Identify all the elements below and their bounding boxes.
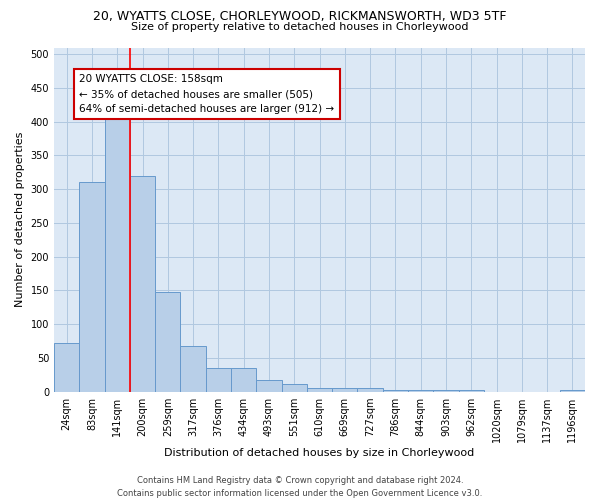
Bar — [79, 182, 104, 392]
Bar — [130, 176, 155, 392]
Bar — [54, 343, 79, 392]
Bar — [281, 384, 307, 392]
Bar — [181, 346, 206, 392]
Text: 20, WYATTS CLOSE, CHORLEYWOOD, RICKMANSWORTH, WD3 5TF: 20, WYATTS CLOSE, CHORLEYWOOD, RICKMANSW… — [93, 10, 507, 23]
Text: 20 WYATTS CLOSE: 158sqm
← 35% of detached houses are smaller (505)
64% of semi-d: 20 WYATTS CLOSE: 158sqm ← 35% of detache… — [79, 74, 334, 114]
Bar — [560, 390, 585, 392]
Bar — [408, 390, 433, 392]
Bar — [231, 368, 256, 392]
Text: Size of property relative to detached houses in Chorleywood: Size of property relative to detached ho… — [131, 22, 469, 32]
Bar — [358, 388, 383, 392]
Bar — [383, 390, 408, 392]
Bar — [206, 368, 231, 392]
Bar — [433, 390, 458, 392]
Bar — [104, 115, 130, 392]
X-axis label: Distribution of detached houses by size in Chorleywood: Distribution of detached houses by size … — [164, 448, 475, 458]
Bar — [256, 380, 281, 392]
Y-axis label: Number of detached properties: Number of detached properties — [15, 132, 25, 308]
Bar — [458, 390, 484, 392]
Bar — [307, 388, 332, 392]
Bar — [332, 388, 358, 392]
Text: Contains HM Land Registry data © Crown copyright and database right 2024.
Contai: Contains HM Land Registry data © Crown c… — [118, 476, 482, 498]
Bar — [155, 292, 181, 392]
